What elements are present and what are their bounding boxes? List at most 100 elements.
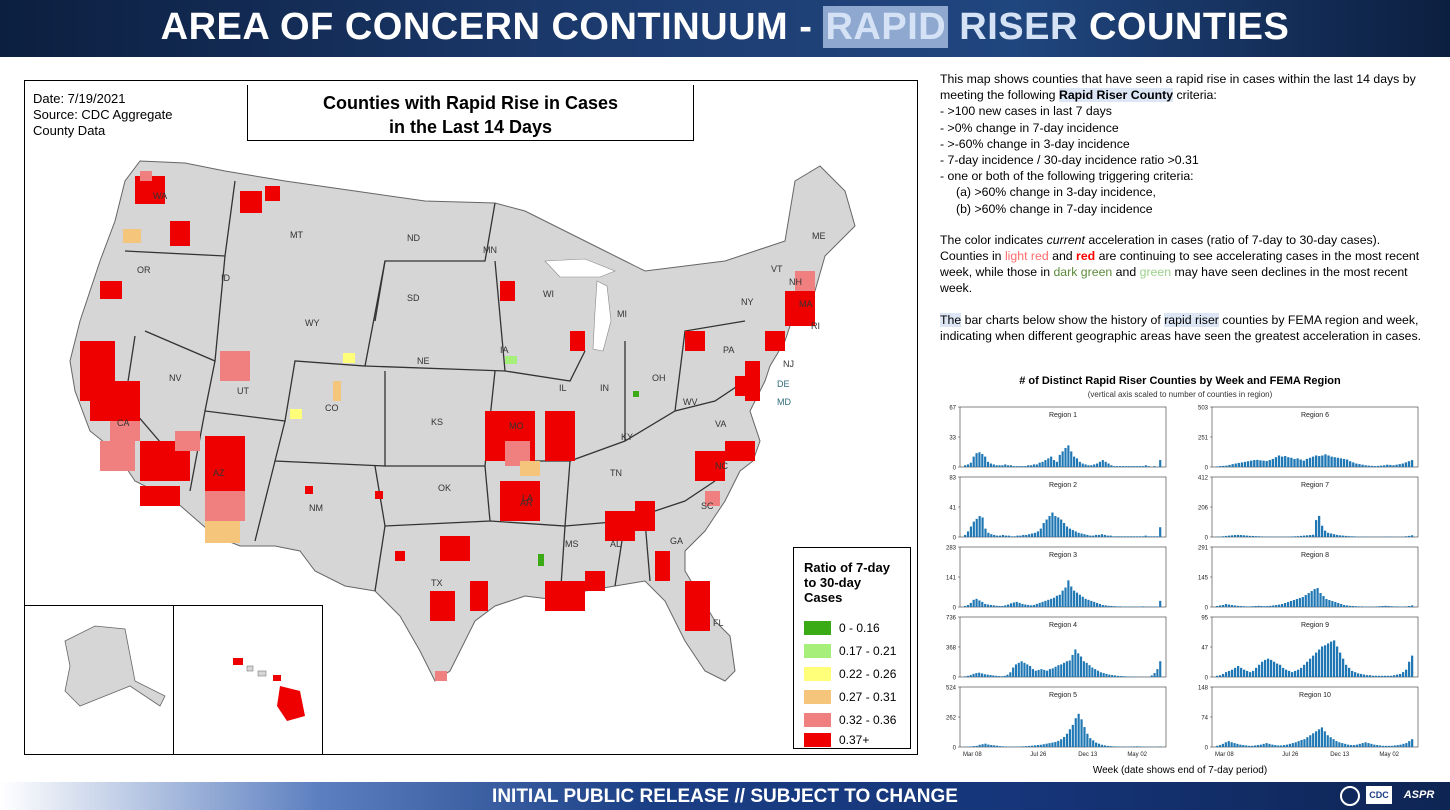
chart-bar (1012, 667, 1015, 677)
state-label-wy: WY (305, 318, 320, 328)
chart-bar (1305, 458, 1309, 467)
state-label-or: OR (137, 265, 151, 275)
chart-bar (975, 598, 978, 607)
chart-bar (1345, 664, 1348, 677)
chart-bar (1050, 456, 1053, 467)
state-label-fl: FL (713, 618, 724, 628)
state-label-ar: AR (520, 498, 533, 508)
chart-bar (1065, 733, 1069, 747)
chart-bar (1384, 605, 1387, 607)
region-chart: Region 1 67 33 0 (949, 406, 1167, 472)
aspr-logo: ASPR (1403, 789, 1435, 801)
chart-bar (1087, 599, 1090, 607)
chart-bar (1110, 465, 1113, 467)
chart-bar (1389, 464, 1392, 467)
legend-label: 0.22 - 0.26 (839, 666, 897, 681)
chart-bar (995, 675, 998, 677)
chart-bar (1396, 606, 1399, 607)
chart-bar (1101, 604, 1104, 607)
chart-bar (1306, 661, 1309, 677)
chart-bar (998, 535, 1002, 537)
chart-bar (1333, 534, 1336, 537)
chart-bar (1288, 743, 1291, 747)
chart-bar (1103, 745, 1106, 747)
chart-bar (1026, 664, 1029, 677)
chart-bar (1071, 654, 1074, 677)
chart-bar (1273, 661, 1276, 677)
chart-bar (969, 675, 972, 677)
chart-bar (1352, 462, 1355, 467)
chart-bar (1030, 605, 1033, 607)
chart-bar (1077, 713, 1080, 747)
chart-bar (1228, 535, 1231, 537)
state-label-il: IL (559, 383, 567, 393)
chart-bar (1297, 741, 1300, 747)
state-label-in: IN (600, 383, 609, 393)
chart-bar (1361, 743, 1364, 747)
region-chart: Region 3 283 141 0 (946, 546, 1167, 612)
chart-bar (1351, 670, 1354, 677)
chart-bar (1023, 662, 1026, 677)
chart-bar (1246, 670, 1249, 677)
chart-bar (1324, 530, 1327, 537)
chart-bar (1138, 746, 1141, 747)
chart-bar (1144, 465, 1147, 467)
chart-bar (1405, 536, 1408, 537)
chart-bar (1070, 451, 1073, 467)
chart-bar (1107, 605, 1110, 607)
chart-bar (1367, 743, 1370, 747)
chart-bar (1098, 461, 1102, 467)
chart-bar (1287, 457, 1290, 467)
chart-bar (1073, 590, 1076, 607)
chart-bar (1121, 466, 1124, 467)
chart-bar (1344, 743, 1347, 747)
chart-bar (1097, 534, 1101, 537)
state-label-de: DE (777, 379, 790, 389)
chart-bar (1299, 459, 1302, 467)
chart-bar (1330, 456, 1333, 467)
footer-bar: INITIAL PUBLIC RELEASE // SUBJECT TO CHA… (0, 782, 1450, 810)
chart-bar (1077, 532, 1080, 537)
chart-bar (1372, 675, 1375, 677)
chart-bar (1341, 743, 1344, 747)
chart-bar (990, 534, 993, 537)
chart-bar (1113, 466, 1116, 467)
x-tick-label: Dec 13 (1330, 752, 1350, 758)
chart-bar (1124, 536, 1127, 537)
chart-bar (989, 675, 992, 677)
chart-bar (1029, 665, 1032, 677)
chart-bar (1075, 458, 1079, 467)
chart-bar (972, 456, 975, 467)
chart-bar (1075, 592, 1079, 607)
chart-bar (1012, 466, 1015, 467)
chart-bar (1141, 606, 1145, 607)
state-label-sc: SC (701, 501, 714, 511)
chart-bar (1147, 466, 1150, 467)
legend-item: 0.17 - 0.21 (804, 643, 896, 659)
chart-bar (1282, 667, 1285, 677)
chart-bar (1136, 466, 1139, 467)
chart-bar (1042, 744, 1045, 747)
state-label-pa: PA (723, 345, 734, 355)
chart-bar (1245, 606, 1248, 607)
chart-bar (1090, 465, 1093, 467)
chart-bar (1257, 605, 1260, 607)
chart-bar (1144, 535, 1147, 537)
chart-bar (1265, 461, 1268, 467)
chart-bar (1039, 744, 1042, 747)
legend-swatch (804, 712, 831, 727)
chart-bar (1258, 664, 1261, 677)
chart-bar (1065, 661, 1068, 677)
chart-bar (981, 601, 984, 607)
chart-bar (1312, 733, 1315, 747)
chart-bar (1028, 534, 1031, 537)
map-metadata: Date: 7/19/2021 Source: CDC Aggregate Co… (33, 91, 172, 139)
chart-bar (986, 461, 990, 467)
charts-title: # of Distinct Rapid Riser Counties by We… (1019, 375, 1341, 387)
chart-bar (1084, 598, 1087, 607)
chart-bar (1100, 744, 1104, 747)
y-tick-label: 47 (1201, 646, 1208, 652)
chart-bar (1237, 462, 1240, 467)
chart-bar (1109, 746, 1112, 747)
chart-bar (1342, 458, 1346, 467)
